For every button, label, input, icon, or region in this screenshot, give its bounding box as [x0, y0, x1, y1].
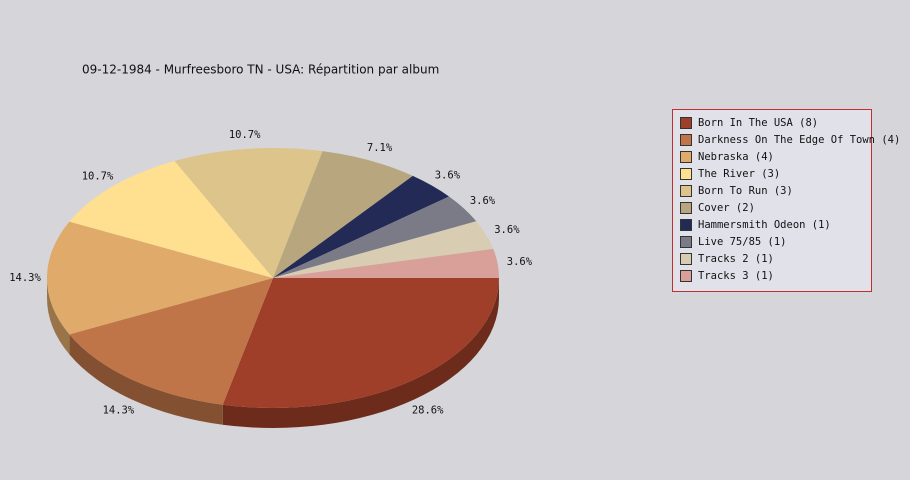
slice-side [47, 278, 70, 355]
legend-swatch [680, 168, 692, 180]
slice [69, 278, 273, 405]
slice [273, 175, 450, 278]
data-label: 3.6% [494, 224, 520, 236]
data-label: 7.1% [367, 142, 393, 154]
legend-swatch [680, 219, 692, 231]
legend-swatch [680, 151, 692, 163]
legend-label: Tracks 2 (1) [698, 253, 774, 265]
legend-box [672, 109, 872, 292]
slice [273, 248, 499, 278]
data-label: 3.6% [507, 256, 533, 268]
legend-swatch [680, 236, 692, 248]
legend-label: Darkness On The Edge Of Town (4) [698, 134, 900, 146]
slice-side [222, 278, 499, 428]
data-label: 3.6% [470, 195, 496, 207]
legend-swatch [680, 185, 692, 197]
legend-swatch [680, 117, 692, 129]
legend-label: Hammersmith Odeon (1) [698, 219, 831, 231]
legend-swatch [680, 202, 692, 214]
legend-label: Tracks 3 (1) [698, 270, 774, 282]
slice [47, 221, 273, 335]
slice [69, 160, 273, 278]
data-label: 3.6% [435, 170, 461, 182]
slice [222, 278, 499, 408]
slice-side [69, 334, 223, 425]
slice [273, 221, 494, 278]
legend-label: The River (3) [698, 168, 780, 180]
data-label: 28.6% [412, 405, 444, 417]
data-label: 14.3% [103, 405, 135, 417]
data-label: 10.7% [229, 129, 261, 141]
legend-swatch [680, 134, 692, 146]
slice [273, 151, 413, 278]
legend-swatch [680, 253, 692, 265]
slice [273, 196, 477, 278]
data-label: 10.7% [82, 170, 114, 182]
legend-label: Born To Run (3) [698, 185, 793, 197]
slice [174, 148, 323, 278]
legend-swatch [680, 270, 692, 282]
legend-label: Live 75/85 (1) [698, 236, 787, 248]
data-label: 14.3% [9, 272, 41, 284]
chart-title: 09-12-1984 - Murfreesboro TN - USA: Répa… [82, 63, 439, 77]
legend-label: Born In The USA (8) [698, 117, 818, 129]
legend-label: Nebraska (4) [698, 151, 774, 163]
legend-label: Cover (2) [698, 202, 755, 214]
